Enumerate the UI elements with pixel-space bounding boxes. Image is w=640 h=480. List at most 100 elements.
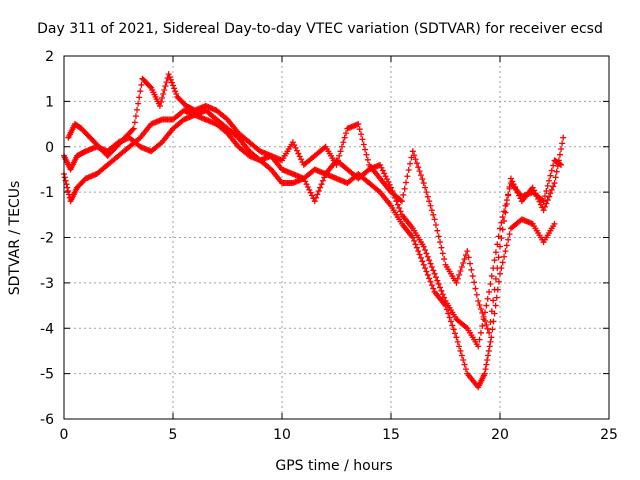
data-point <box>454 338 461 345</box>
data-point <box>501 253 508 260</box>
data-point <box>479 322 486 329</box>
data-point <box>485 352 492 359</box>
y-tick-label: -6 <box>40 412 54 428</box>
data-point <box>498 235 505 242</box>
data-point <box>401 185 408 192</box>
data-point <box>396 205 403 212</box>
data-point <box>343 130 350 137</box>
y-tick-label: -4 <box>40 321 54 337</box>
data-point <box>432 274 439 281</box>
data-point <box>483 302 490 309</box>
data-point <box>556 151 563 158</box>
data-point <box>493 294 500 301</box>
data-point <box>382 173 389 180</box>
data-point <box>490 297 497 304</box>
data-point <box>456 343 463 350</box>
data-point <box>160 91 167 98</box>
data-point <box>427 278 434 285</box>
data-point <box>426 257 433 264</box>
data-point <box>355 121 362 128</box>
data-point <box>411 152 418 159</box>
data-point <box>506 184 513 191</box>
data-point <box>162 83 169 90</box>
data-point <box>497 270 503 277</box>
data-point <box>362 146 369 153</box>
y-tick-label: -5 <box>40 367 54 383</box>
y-tick-label: 2 <box>45 49 54 65</box>
data-point <box>422 246 429 253</box>
data-point <box>547 190 554 197</box>
data-point <box>159 94 166 101</box>
y-tick-label: -1 <box>40 185 54 201</box>
data-point <box>494 265 501 272</box>
data-point <box>171 85 178 92</box>
data-point <box>404 173 411 180</box>
data-point <box>481 370 488 377</box>
data-point <box>314 191 321 198</box>
y-axis-label: SDTVAR / TECUs <box>7 181 23 296</box>
x-tick-label: 15 <box>382 427 400 443</box>
data-point <box>558 161 565 168</box>
data-point <box>427 260 434 267</box>
data-point <box>420 180 427 187</box>
data-point <box>430 285 437 292</box>
data-point <box>427 202 434 209</box>
data-point <box>468 266 475 273</box>
data-point <box>173 91 180 98</box>
data-point <box>546 193 553 200</box>
data-point <box>394 201 401 208</box>
x-tick-label: 10 <box>273 427 291 443</box>
y-tick-label: -2 <box>40 231 54 247</box>
data-point <box>544 182 551 189</box>
data-point <box>130 125 137 132</box>
x-axis-label: GPS time / hours <box>275 458 392 474</box>
data-point <box>558 146 565 153</box>
data-point <box>311 198 318 205</box>
data-point <box>491 286 498 293</box>
y-tick-label: -3 <box>40 276 54 292</box>
data-point <box>454 275 461 282</box>
data-point <box>447 318 454 325</box>
data-point <box>499 214 506 221</box>
data-point <box>306 186 313 193</box>
data-point <box>147 83 154 90</box>
data-point <box>334 157 341 164</box>
data-point <box>341 134 348 141</box>
data-point <box>336 152 343 159</box>
data-point <box>158 98 165 105</box>
data-point <box>485 347 492 354</box>
data-point <box>507 175 514 182</box>
data-point <box>161 87 168 94</box>
data-point <box>132 113 139 120</box>
data-point <box>166 73 173 80</box>
data-point <box>423 189 430 196</box>
data-point <box>446 314 453 321</box>
data-point <box>426 198 433 205</box>
data-point <box>295 150 302 157</box>
data-point <box>453 279 460 286</box>
data-point <box>293 147 300 154</box>
data-point <box>438 244 445 251</box>
data-point <box>156 102 163 109</box>
data-point <box>167 76 174 83</box>
data-point <box>428 282 435 289</box>
data-point <box>492 302 499 309</box>
data-point <box>492 249 499 256</box>
data-point <box>503 242 510 249</box>
data-point <box>412 241 419 248</box>
data-point <box>449 322 456 329</box>
data-point <box>439 291 446 298</box>
data-point <box>163 79 170 86</box>
data-point <box>464 248 471 255</box>
data-point <box>473 291 480 298</box>
data-point <box>506 231 513 238</box>
data-point <box>313 194 320 201</box>
data-point <box>554 163 561 170</box>
data-point <box>505 236 512 243</box>
data-point <box>461 256 468 263</box>
data-point <box>409 234 416 241</box>
data-point <box>456 271 463 278</box>
x-tick-label: 5 <box>169 427 178 443</box>
data-point <box>551 180 558 187</box>
data-point <box>409 148 416 155</box>
